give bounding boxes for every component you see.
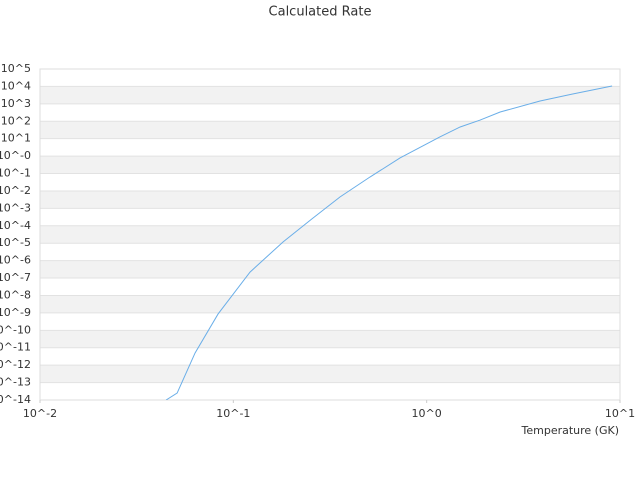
series-line xyxy=(165,85,613,400)
grid-band xyxy=(40,225,620,244)
x-tick-label: 10^1 xyxy=(605,407,635,420)
y-tick-label: 10^4 xyxy=(1,79,31,92)
grid-band xyxy=(40,295,620,313)
x-tick-label: 10^-2 xyxy=(23,407,57,420)
y-tick-label: 10^-12 xyxy=(0,358,31,371)
grid-band xyxy=(40,156,620,174)
y-tick-label: 10^-8 xyxy=(0,288,31,301)
grid-band xyxy=(40,330,620,348)
y-tick-label: 10^-1 xyxy=(0,167,31,180)
plot-border xyxy=(39,68,621,401)
y-tick-label: 10^-2 xyxy=(0,184,31,197)
y-tick-label: 10^-0 xyxy=(0,149,31,162)
chart-title: Calculated Rate xyxy=(269,5,372,20)
y-tick-label: 10^-6 xyxy=(0,254,31,267)
y-tick-label: 10^-9 xyxy=(0,306,31,319)
y-tick-label: 10^3 xyxy=(1,97,31,110)
y-tick-label: 10^-5 xyxy=(0,236,31,249)
y-tick-label: 10^-4 xyxy=(0,219,31,232)
y-tick-label: 10^1 xyxy=(1,132,31,145)
y-tick-label: 10^2 xyxy=(1,114,31,127)
y-tick-label: 10^-7 xyxy=(0,271,31,284)
x-tick-label: 10^-1 xyxy=(216,407,250,420)
grid-band xyxy=(40,190,620,209)
y-tick-label: 10^-10 xyxy=(0,323,31,336)
x-axis-label: Temperature (GK) xyxy=(521,424,620,437)
y-tick-label: 10^-11 xyxy=(0,341,31,354)
y-tick-label: 10^-3 xyxy=(0,201,31,214)
grid-band xyxy=(40,365,620,383)
grid-band xyxy=(40,260,620,279)
x-tick-label: 10^0 xyxy=(412,407,442,420)
y-tick-label: 10^5 xyxy=(1,62,31,75)
y-tick-label: 10^-14 xyxy=(0,393,31,406)
grid-band xyxy=(40,121,620,139)
y-tick-label: 10^-13 xyxy=(0,376,31,389)
grid-band xyxy=(40,86,620,104)
